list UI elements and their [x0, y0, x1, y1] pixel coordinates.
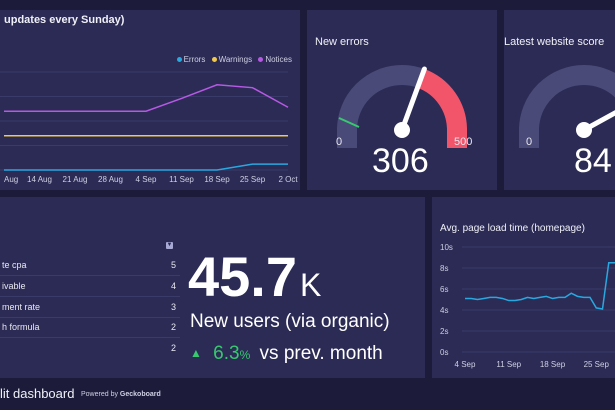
notices-chart-panel: updates every Sunday) Errors Warnings No…: [0, 10, 300, 190]
sort-icon[interactable]: ▼: [166, 242, 173, 249]
gauge-track: [519, 65, 615, 131]
y-tick-label: 6s: [440, 285, 448, 294]
footer: lit dashboard Powered by Geckoboard: [0, 378, 615, 410]
notices-line-chart: Aug 14 Aug 21 Aug 28 Aug 4 Sep 11 Sep 18 Sep 25…: [0, 71, 298, 184]
x-tick-label: 2 Oct: [278, 175, 298, 184]
kpi-change: ▲ 6.3% vs prev. month: [190, 343, 383, 364]
load-time-chart: 10s 8s 6s 4s 2s 0s 4 Sep 11 Sep 18 Sep 25 Sep: [440, 243, 615, 369]
kpi-label: New users (via organic): [190, 311, 390, 332]
gauge-value: 306: [372, 142, 429, 180]
website-score-panel: Latest website score 0 84: [504, 10, 615, 190]
load-time-title: Avg. page load time (homepage): [440, 223, 585, 234]
geckoboard-logo: Geckoboard: [119, 391, 161, 398]
y-tick-label: 4s: [440, 306, 448, 315]
up-arrow-icon: ▲: [190, 346, 202, 360]
x-tick-label: 25 Sep: [240, 175, 266, 184]
x-tick-label: 28 Aug: [98, 175, 123, 184]
gauge-red-zone: [417, 68, 467, 131]
list-item: ivable 4: [0, 276, 180, 297]
x-tick-label: 11 Sep: [169, 175, 194, 184]
gauge-leg-right: [447, 130, 467, 148]
gauge-needle: [399, 66, 427, 133]
gauge-max-label: 500: [454, 136, 473, 148]
website-score-gauge: [519, 65, 615, 148]
new-errors-gauge: [337, 65, 467, 148]
powered-by: Powered by Geckoboard: [81, 391, 161, 398]
gauge-hub: [576, 122, 592, 138]
gauge-needle: [581, 110, 615, 133]
legend-warnings: Warnings: [211, 55, 252, 64]
list-item: h formula 2: [0, 317, 180, 338]
chart-title: updates every Sunday): [4, 14, 125, 26]
load-time-panel: Avg. page load time (homepage) 10s 8s 6s 4s…: [432, 197, 615, 378]
x-tick-label: 18 Sep: [540, 360, 566, 369]
website-score-title: Latest website score: [504, 36, 605, 48]
x-tick-label: 25 Sep: [584, 360, 610, 369]
legend-errors: Errors: [176, 55, 205, 64]
x-tick-label: 21 Aug: [63, 175, 88, 184]
list-item: te cpa 5: [0, 255, 180, 276]
gauge-leg-left: [519, 130, 539, 148]
x-tick-label: 4 Sep: [455, 360, 476, 369]
load-time-line: [465, 262, 615, 310]
leaderboard-panel: ▼ te cpa 5 ivable 4 ment rate 3 h formula 2 …: [0, 197, 425, 378]
y-tick-label: 0s: [440, 348, 448, 357]
x-tick-label: 18 Sep: [204, 175, 230, 184]
x-tick-label: 11 Sep: [496, 360, 521, 369]
gauge-value: 84: [574, 142, 612, 180]
gauge-min-label: 0: [336, 136, 343, 148]
new-errors-panel: New errors 0 500 306: [307, 10, 497, 190]
kpi-value: 45.7K: [188, 245, 322, 308]
gauge-min-label: 0: [526, 136, 533, 148]
gauge-hub: [394, 122, 410, 138]
gauge-green-mark: [338, 117, 360, 128]
series-line-notices: [4, 83, 289, 112]
x-tick-label: 14 Aug: [27, 175, 52, 184]
x-tick-label: Aug: [4, 175, 18, 184]
list-item: ment rate 3: [0, 297, 180, 318]
series-line-errors: [4, 163, 288, 171]
chart-legend: Errors Warnings Notices: [173, 55, 292, 64]
gauge-leg-left: [337, 130, 357, 148]
kpi-suffix: K: [300, 267, 322, 303]
legend-notices: Notices: [258, 55, 292, 64]
new-errors-title: New errors: [315, 36, 369, 48]
x-tick-label: 4 Sep: [136, 175, 157, 184]
y-tick-label: 2s: [440, 327, 448, 336]
y-tick-label: 8s: [440, 264, 448, 273]
y-tick-label: 10s: [440, 243, 453, 252]
list-item: 2: [170, 343, 176, 353]
dashboard-name: lit dashboard: [0, 386, 75, 401]
